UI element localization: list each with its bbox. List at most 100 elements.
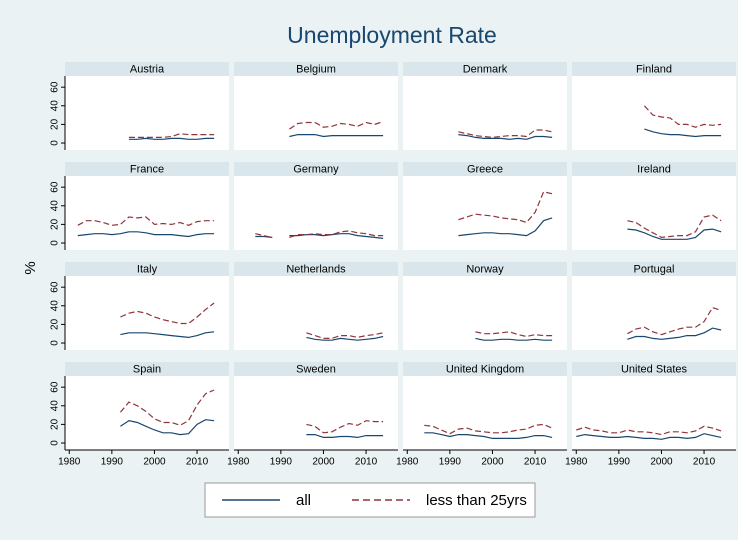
series-line [627, 327, 722, 340]
series-line [289, 121, 384, 130]
series-line [644, 128, 722, 138]
panel-header [234, 362, 398, 376]
panel-header [572, 162, 736, 176]
series-line [458, 217, 553, 237]
plot-area [403, 176, 567, 250]
x-tick-label: 2010 [355, 457, 378, 468]
series-line [119, 389, 215, 426]
plot-area [234, 376, 398, 450]
panel-header [65, 362, 229, 376]
panel-title: Belgium [296, 63, 336, 75]
panel-header [65, 162, 229, 176]
x-tick-label: 1990 [101, 457, 124, 468]
y-tick-label: 0 [50, 440, 61, 446]
panel-title: Norway [466, 263, 504, 275]
panel-title: Spain [133, 363, 161, 375]
series-line [424, 423, 553, 435]
y-tick-label: 40 [50, 200, 61, 212]
y-tick-label: 40 [50, 100, 61, 112]
panel-title: Sweden [296, 363, 336, 375]
series-line [475, 337, 553, 341]
series-line [306, 335, 384, 341]
series-line [128, 133, 215, 138]
y-axis-label: % [22, 261, 39, 274]
panel-header [234, 62, 398, 76]
series-line [627, 306, 722, 336]
series-line [424, 432, 553, 439]
series-line [120, 419, 215, 436]
chart-title: Unemployment Rate [287, 22, 497, 48]
panel-header [403, 362, 567, 376]
panel-header [403, 62, 567, 76]
panel-header [234, 162, 398, 176]
plot-area [234, 176, 398, 250]
panel-title: Greece [467, 163, 503, 175]
panel-header [572, 62, 736, 76]
panel-title: Netherlands [286, 263, 346, 275]
series-line [77, 216, 215, 226]
plot-area [403, 376, 567, 450]
legend-label: all [296, 492, 311, 509]
y-tick-label: 0 [50, 340, 61, 346]
x-tick-label: 2000 [481, 457, 504, 468]
x-tick-label: 2000 [143, 457, 166, 468]
series-line [458, 129, 553, 139]
y-tick-label: 20 [50, 218, 61, 230]
panel-header [403, 162, 567, 176]
series-line [306, 420, 384, 434]
y-tick-label: 20 [50, 118, 61, 130]
panel-title: Germany [293, 163, 339, 175]
y-tick-label: 60 [50, 381, 61, 393]
panel-title: Denmark [463, 63, 508, 75]
panel-header [65, 262, 229, 276]
y-tick-label: 60 [50, 181, 61, 193]
series-line [627, 228, 722, 240]
x-tick-label: 1980 [565, 457, 588, 468]
series-line [77, 231, 215, 238]
x-tick-label: 2010 [186, 457, 209, 468]
y-tick-label: 20 [50, 318, 61, 330]
series-line [475, 331, 553, 338]
panel-title: Italy [137, 263, 158, 275]
panel-title: Austria [130, 63, 165, 75]
plot-area [403, 76, 567, 150]
x-tick-label: 1990 [439, 457, 462, 468]
panel-title: Portugal [634, 263, 675, 275]
series-line [576, 433, 722, 440]
panel-title: Finland [636, 63, 672, 75]
plot-area [572, 376, 736, 450]
series-line [576, 425, 722, 436]
panel-header [234, 262, 398, 276]
x-tick-label: 2000 [312, 457, 335, 468]
series-line [458, 191, 553, 224]
series-line [627, 214, 722, 239]
series-line [458, 134, 553, 140]
y-tick-label: 0 [50, 140, 61, 146]
panel-header [572, 362, 736, 376]
x-tick-label: 1990 [270, 457, 293, 468]
panel-title: United States [621, 363, 688, 375]
plot-area [572, 76, 736, 150]
plot-area [65, 376, 229, 450]
x-tick-label: 2010 [524, 457, 547, 468]
series-line [120, 331, 215, 339]
x-tick-label: 1980 [396, 457, 419, 468]
plot-area [234, 276, 398, 350]
y-tick-label: 60 [50, 81, 61, 93]
plot-area [65, 176, 229, 250]
plot-area [234, 76, 398, 150]
panel-title: France [130, 163, 164, 175]
x-tick-label: 1990 [608, 457, 631, 468]
plot-area [403, 276, 567, 350]
legend-label: less than 25yrs [426, 492, 527, 509]
panel-title: Ireland [637, 163, 671, 175]
y-tick-label: 20 [50, 418, 61, 430]
x-tick-label: 2000 [650, 457, 673, 468]
panel-header [572, 262, 736, 276]
series-line [255, 230, 384, 238]
y-tick-label: 0 [50, 240, 61, 246]
series-line [306, 434, 384, 439]
panel-title: United Kingdom [446, 363, 524, 375]
